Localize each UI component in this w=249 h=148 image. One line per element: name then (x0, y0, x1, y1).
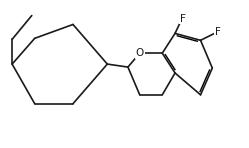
Text: F: F (180, 13, 186, 24)
Text: O: O (136, 48, 144, 58)
Text: F: F (215, 27, 221, 37)
